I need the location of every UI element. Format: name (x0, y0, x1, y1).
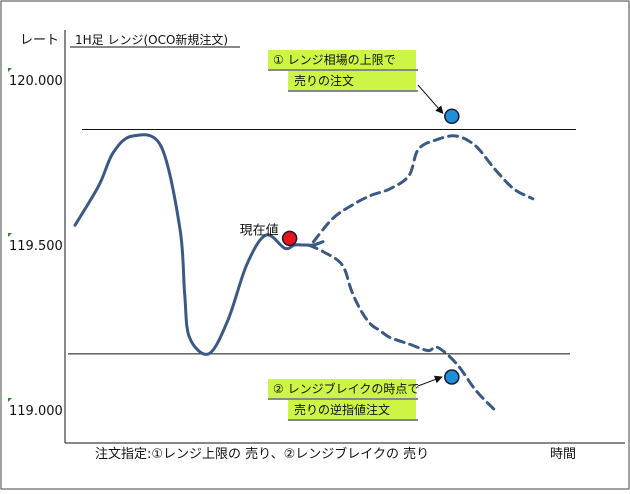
callout-2-line-1: ② レンジブレイクの時点で (273, 381, 419, 396)
y-tick-label: 120.000 (9, 74, 63, 89)
order-1-point (444, 108, 460, 125)
chart-caption: 注文指定:①レンジ上限の 売り、②レンジブレイクの 売り (95, 446, 429, 462)
current-point (281, 230, 298, 247)
current-price-label: 現在値 (240, 222, 279, 238)
chart-title: 1H足 レンジ(OCO新規注文) (75, 32, 228, 47)
callout-1-line-2: 売りの注文 (294, 73, 354, 88)
y-tick-mark (8, 398, 12, 402)
callout-1-arrow (417, 84, 444, 115)
y-tick-label: 119.500 (9, 239, 63, 254)
order-2-point (444, 369, 460, 385)
y-tick-mark (8, 233, 12, 237)
callout-2-line-2-bg (288, 400, 416, 419)
callout-1-line-1-bg (268, 50, 416, 69)
y-axis-label: レート (20, 33, 59, 48)
callout-2-arrow (417, 375, 443, 387)
callout-order-2: ② レンジブレイクの時点で 売りの逆指値注文 (268, 379, 419, 421)
price-line (73, 133, 325, 356)
x-axis-label: 時間 (550, 447, 576, 462)
callout-2-line-1-bg (268, 379, 416, 398)
scenario-line-1 (312, 134, 535, 244)
scenario-line-2 (307, 243, 497, 412)
callout-2-line-2: 売りの逆指値注文 (294, 402, 390, 417)
callout-1-line-1: ① レンジ相場の上限で (273, 53, 396, 67)
y-tick-mark (8, 68, 12, 72)
y-tick-label: 119.000 (9, 404, 63, 419)
callout-order-1: ① レンジ相場の上限で 売りの注文 (268, 50, 418, 92)
callout-1-line-2-bg (288, 71, 416, 90)
